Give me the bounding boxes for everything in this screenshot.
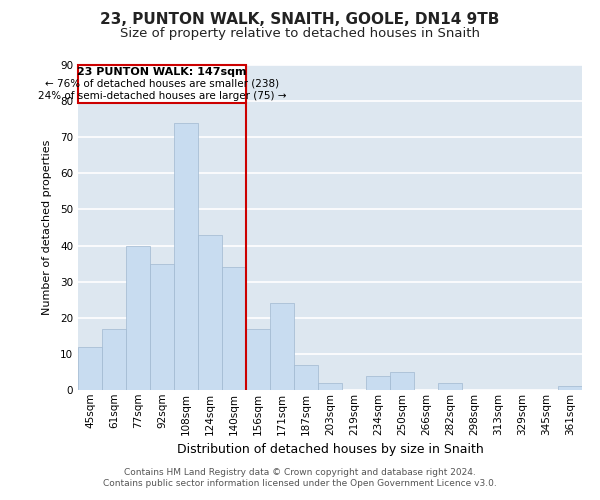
Text: Contains HM Land Registry data © Crown copyright and database right 2024.
Contai: Contains HM Land Registry data © Crown c… bbox=[103, 468, 497, 487]
Bar bbox=[246, 328, 270, 390]
Bar bbox=[102, 328, 126, 390]
Bar bbox=[222, 267, 246, 390]
Text: 24% of semi-detached houses are larger (75) →: 24% of semi-detached houses are larger (… bbox=[38, 91, 286, 101]
Bar bbox=[294, 364, 318, 390]
Bar bbox=[366, 376, 390, 390]
X-axis label: Distribution of detached houses by size in Snaith: Distribution of detached houses by size … bbox=[176, 443, 484, 456]
Bar bbox=[318, 383, 342, 390]
Text: 23 PUNTON WALK: 147sqm: 23 PUNTON WALK: 147sqm bbox=[77, 67, 247, 77]
Bar bbox=[198, 234, 222, 390]
Y-axis label: Number of detached properties: Number of detached properties bbox=[41, 140, 52, 315]
Bar bbox=[78, 346, 102, 390]
Text: ← 76% of detached houses are smaller (238): ← 76% of detached houses are smaller (23… bbox=[45, 78, 279, 88]
Text: Size of property relative to detached houses in Snaith: Size of property relative to detached ho… bbox=[120, 28, 480, 40]
Text: 23, PUNTON WALK, SNAITH, GOOLE, DN14 9TB: 23, PUNTON WALK, SNAITH, GOOLE, DN14 9TB bbox=[100, 12, 500, 28]
Bar bbox=[78, 65, 246, 103]
Bar bbox=[558, 386, 582, 390]
Bar bbox=[150, 264, 174, 390]
Bar bbox=[174, 123, 198, 390]
Bar bbox=[438, 383, 462, 390]
Bar bbox=[270, 304, 294, 390]
Bar bbox=[126, 246, 150, 390]
Bar bbox=[390, 372, 414, 390]
